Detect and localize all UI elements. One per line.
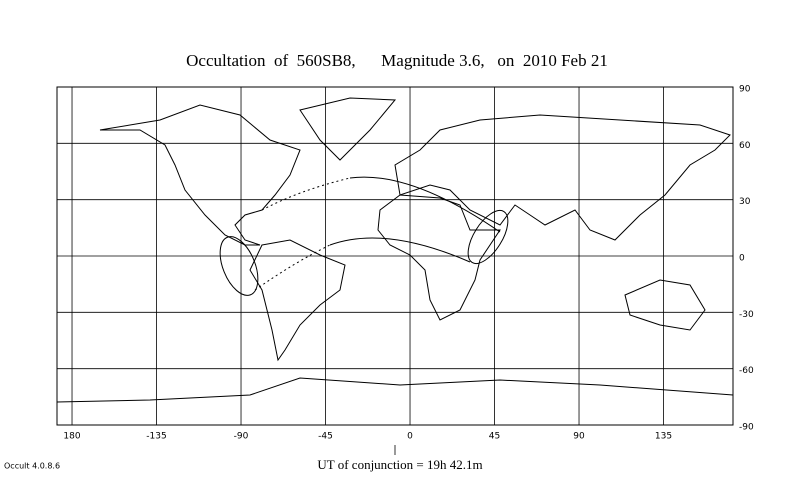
x-tick-label: 0 [407, 432, 413, 442]
x-tick-label: 180 [63, 432, 80, 442]
x-tick-label: -45 [318, 432, 333, 442]
map-title: Occultation of 560SB8, Magnitude 3.6, on… [186, 51, 608, 70]
y-tick-label: 30 [739, 197, 751, 207]
y-tick-label: -30 [739, 310, 754, 320]
x-tick-label: -135 [146, 432, 166, 442]
x-tick-label: 90 [573, 432, 585, 442]
version: Occult 4.0.8.6 [4, 462, 60, 471]
occultation-path [219, 176, 509, 296]
x-tick-label: 45 [489, 432, 500, 442]
x-tick-label: 135 [655, 432, 672, 442]
y-tick-label: -90 [739, 423, 754, 433]
y-tick-label: -60 [739, 366, 754, 376]
y-tick-label: 90 [739, 85, 751, 95]
x-tick-label: -90 [234, 432, 249, 442]
y-tick-label: 0 [739, 254, 745, 264]
y-tick-label: 60 [739, 141, 751, 151]
conjunction-time: UT of conjunction = 19h 42.1m [317, 457, 482, 472]
